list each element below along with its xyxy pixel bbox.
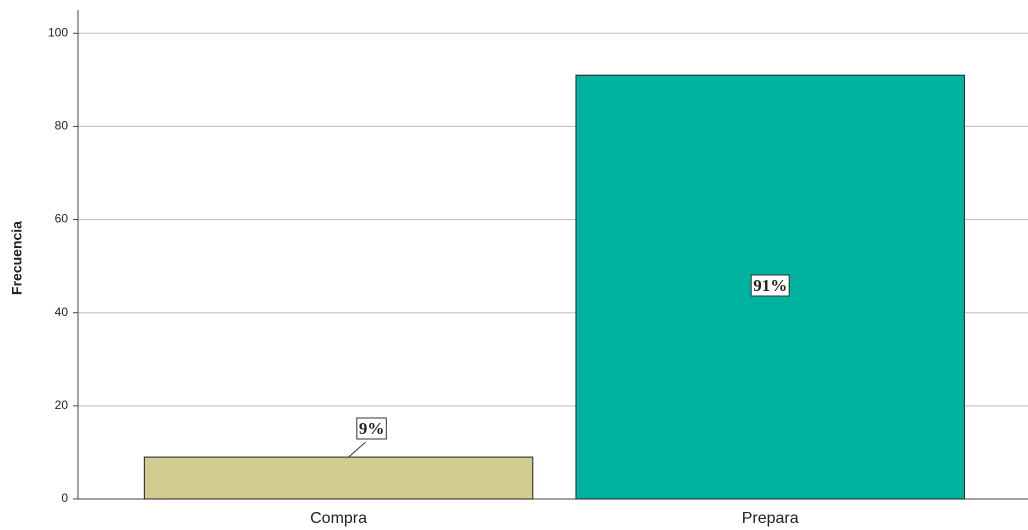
value-label-box — [356, 417, 387, 440]
value-label: 9% — [359, 419, 385, 438]
y-tick-label: 60 — [55, 212, 69, 226]
x-tick-label: Prepara — [742, 510, 799, 527]
leader-line — [348, 441, 366, 458]
y-tick-label: 40 — [55, 305, 69, 319]
bar — [143, 456, 534, 500]
y-tick-label: 0 — [61, 491, 68, 505]
x-tick-label: Compra — [310, 510, 367, 527]
y-tick-label: 80 — [55, 119, 69, 133]
value-label: 91% — [753, 276, 787, 295]
y-axis-title: Frecuencia — [9, 221, 25, 295]
y-tick-label: 20 — [55, 398, 69, 412]
value-label-box — [750, 274, 790, 297]
y-tick-label: 100 — [48, 25, 68, 39]
